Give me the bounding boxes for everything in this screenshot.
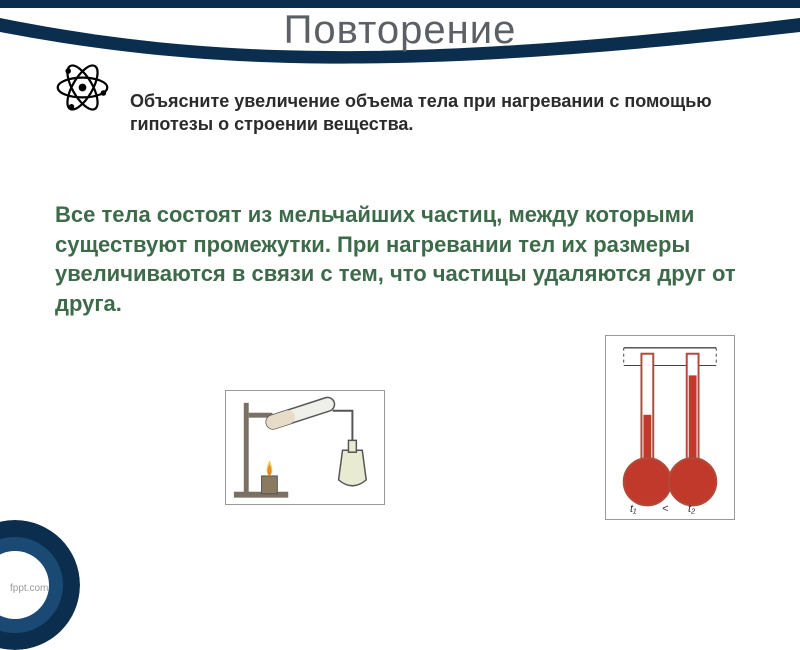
answer-text: Все тела состоят из мельчайших частиц, м… [55, 200, 740, 319]
diagram-heating-apparatus [225, 390, 385, 505]
atom-icon [55, 60, 110, 115]
label-t1: t₁ [630, 503, 637, 515]
label-lt: < [662, 503, 668, 515]
question-text: Объясните увеличение объема тела при наг… [130, 90, 740, 135]
diagram-expansion-flasks: t₁ < t₂ [605, 335, 735, 520]
label-t2: t₂ [688, 503, 695, 515]
footer-credit: fppt.com [10, 583, 48, 594]
header-bar [0, 0, 800, 8]
slide-title: Повторение [0, 8, 800, 53]
